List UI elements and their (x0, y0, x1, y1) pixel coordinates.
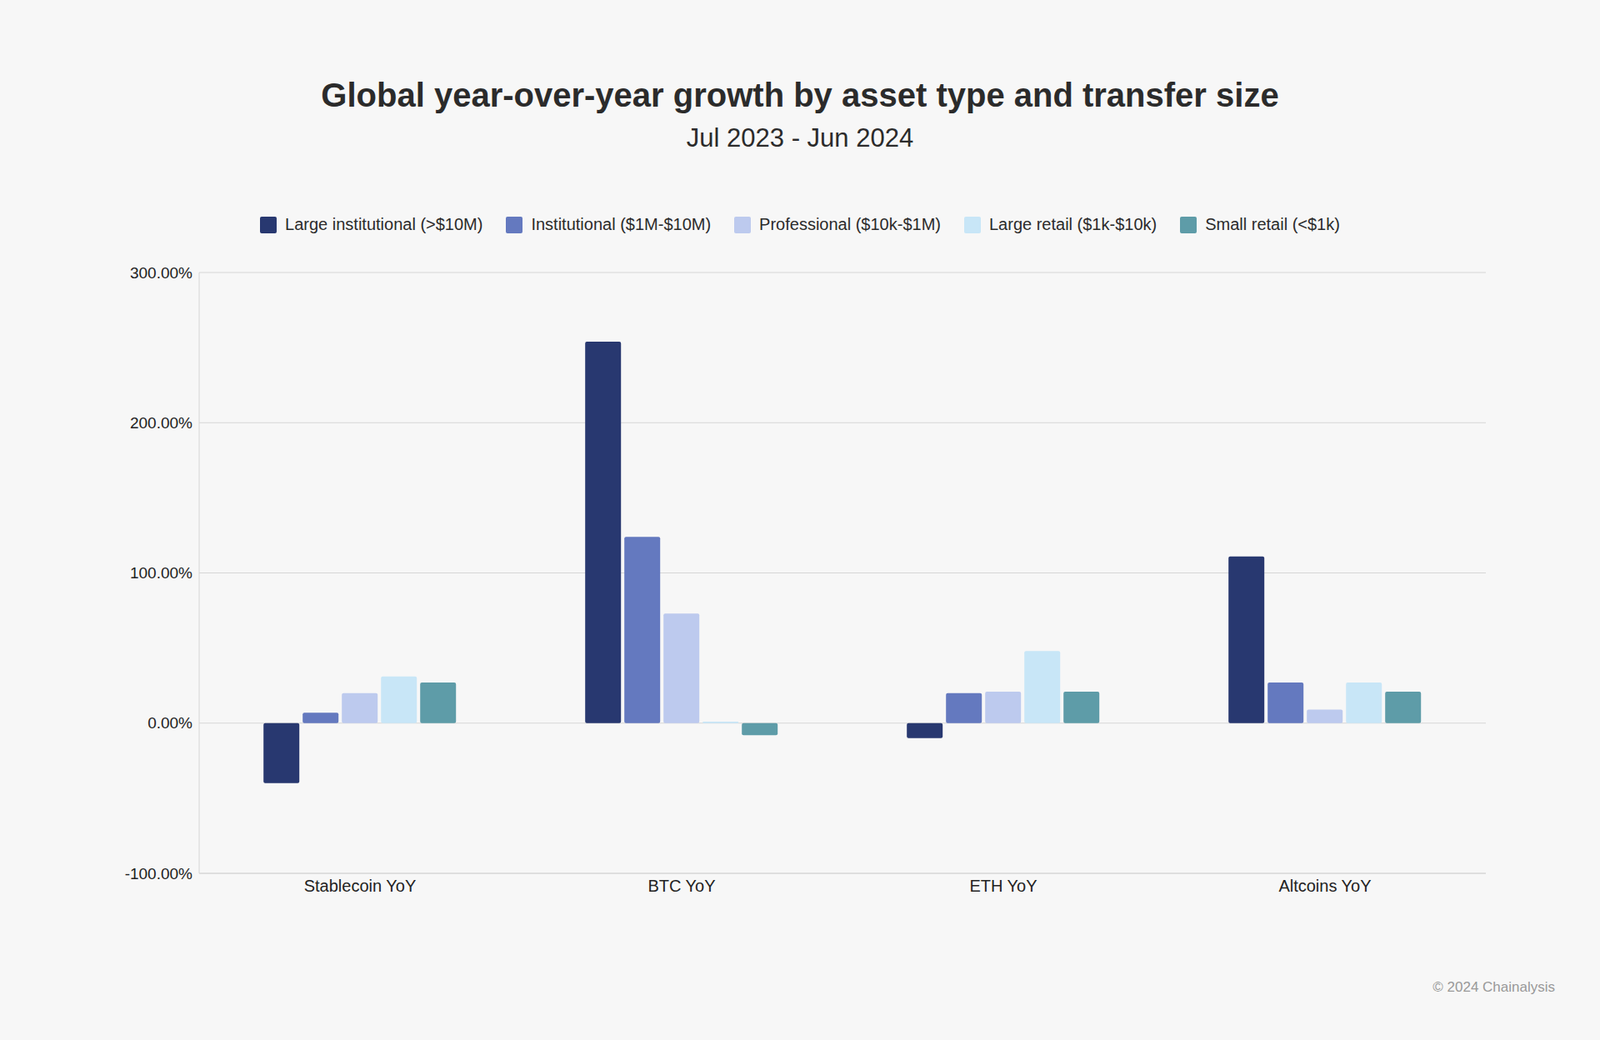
svg-text:BTC YoY: BTC YoY (647, 876, 715, 895)
svg-text:Stablecoin YoY: Stablecoin YoY (304, 876, 417, 895)
html-text:Jul 2023 - Jun 2024: Jul 2023 - Jun 2024 (686, 123, 914, 153)
svg-text:ETH YoY: ETH YoY (969, 876, 1037, 895)
svg-text:100.00%: 100.00% (130, 564, 193, 582)
html-text:Large institutional (>$10M): Large institutional (>$10M) (285, 215, 483, 234)
html-text:Global year-over-year growth b: Global year-over-year growth by asset ty… (321, 76, 1279, 114)
html-text:Large retail ($1k-$10k): Large retail ($1k-$10k) (989, 215, 1157, 234)
html-text:Professional ($10k-$1M): Professional ($10k-$1M) (759, 215, 941, 234)
svg-text:Altcoins YoY: Altcoins YoY (1278, 876, 1371, 895)
svg-text:0.00%: 0.00% (147, 714, 193, 732)
svg-text:200.00%: 200.00% (130, 414, 193, 432)
html-text:Institutional ($1M-$10M): Institutional ($1M-$10M) (531, 215, 711, 234)
svg-text:-100.00%: -100.00% (125, 865, 193, 883)
html-text:Small retail (<$1k): Small retail (<$1k) (1205, 215, 1340, 234)
svg-text:300.00%: 300.00% (130, 264, 193, 282)
html-text:© 2024 Chainalysis: © 2024 Chainalysis (1432, 979, 1555, 995)
